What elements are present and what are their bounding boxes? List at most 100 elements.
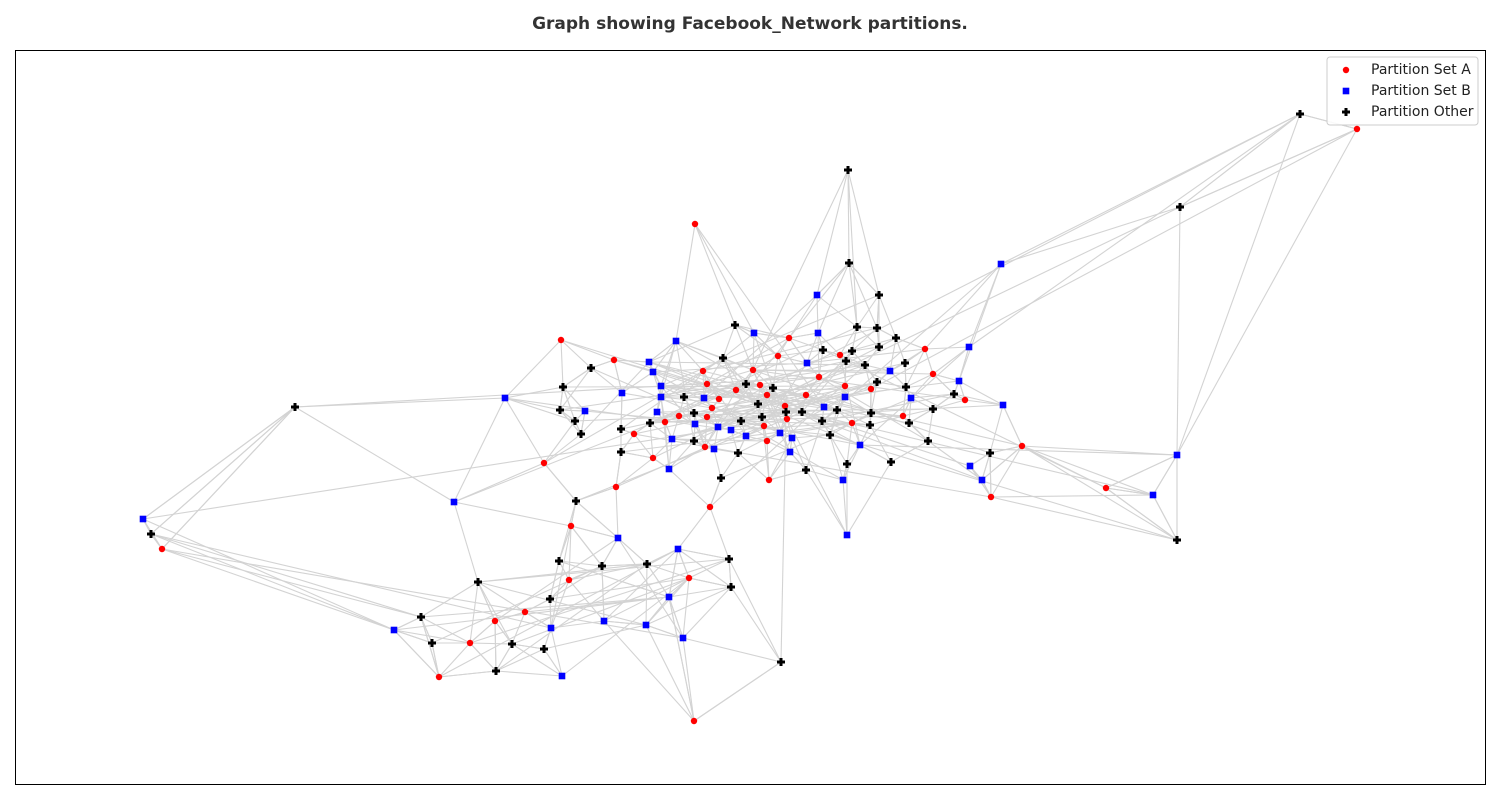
node-partition-set-a: [1102, 484, 1110, 492]
node-partition-other: [428, 639, 436, 647]
node-partition-other: [734, 449, 742, 457]
graph-edge: [786, 418, 848, 536]
node-partition-set-a: [703, 413, 711, 421]
node-partition-other: [742, 380, 750, 388]
graph-edge: [768, 437, 793, 481]
graph-edge: [821, 409, 838, 422]
graph-edge: [720, 452, 739, 479]
graph-edge: [932, 373, 955, 395]
node-partition-set-b: [803, 359, 811, 367]
graph-edge: [469, 620, 496, 644]
node-partition-set-a: [763, 437, 771, 445]
node-partition-set-b: [653, 408, 661, 416]
node-partition-set-b: [642, 621, 650, 629]
graph-edge: [671, 415, 680, 440]
graph-edge: [910, 397, 934, 410]
graph-edge: [549, 560, 560, 600]
graph-edge: [453, 501, 479, 583]
graph-edge: [702, 327, 878, 372]
graph-edge: [817, 332, 820, 378]
graph-edge: [660, 385, 838, 411]
graph-edge: [645, 586, 732, 626]
node-partition-other: [902, 383, 910, 391]
node-partition-set-b: [672, 337, 680, 345]
node-partition-other: [727, 583, 735, 591]
node-partition-set-b: [786, 448, 794, 456]
node-partition-set-a: [760, 422, 768, 430]
graph-edge: [908, 397, 912, 424]
graph-edge: [788, 337, 824, 351]
node-partition-set-b: [665, 593, 673, 601]
graph-edge: [924, 263, 1002, 350]
graph-edge: [142, 406, 296, 520]
graph-edge: [869, 415, 904, 426]
graph-edge: [494, 620, 497, 672]
graph-edge: [648, 340, 677, 363]
graph-edge: [550, 579, 570, 629]
node-partition-other: [572, 497, 580, 505]
graph-edge: [953, 393, 1004, 406]
node-partition-other: [867, 409, 875, 417]
graph-edge: [709, 506, 730, 560]
graph-edge: [902, 408, 934, 417]
node-partition-set-b: [997, 260, 1005, 268]
graph-edge: [688, 577, 732, 588]
graph-edge: [524, 611, 552, 629]
graph-edge: [753, 332, 790, 339]
node-partition-set-a: [661, 418, 669, 426]
graph-edge: [511, 611, 526, 645]
node-partition-other: [1173, 536, 1181, 544]
node-partition-set-a: [921, 345, 929, 353]
graph-edge: [713, 448, 722, 479]
graph-edge: [558, 560, 603, 567]
graph-edge: [791, 437, 807, 471]
edge-layer: [142, 113, 1358, 722]
graph-edge: [682, 637, 695, 722]
node-partition-set-a: [783, 415, 791, 423]
graph-edge: [876, 381, 907, 388]
graph-edge: [694, 223, 736, 326]
node-partition-set-a: [841, 382, 849, 390]
node-partition-other: [717, 474, 725, 482]
node-partition-other: [474, 578, 482, 586]
graph-edge: [958, 346, 970, 382]
graph-edge: [570, 525, 619, 539]
graph-edge: [752, 355, 779, 371]
node-partition-set-b: [691, 420, 699, 428]
graph-edge: [161, 548, 422, 618]
node-partition-set-b: [668, 435, 676, 443]
graph-edge: [816, 294, 819, 334]
node-partition-set-a: [715, 395, 723, 403]
graph-edge: [393, 629, 433, 644]
graph-edge: [806, 348, 926, 364]
node-partition-other: [719, 354, 727, 362]
graph-edge: [495, 643, 513, 672]
node-layer: [139, 110, 1361, 725]
node-partition-set-a: [899, 412, 907, 420]
graph-edge: [905, 348, 926, 388]
graph-edge: [550, 620, 605, 629]
graph-edge: [734, 324, 779, 357]
node-partition-other: [598, 562, 606, 570]
graph-edge: [142, 518, 395, 631]
graph-edge: [438, 642, 471, 678]
graph-edge: [709, 477, 722, 508]
graph-edge: [844, 386, 907, 398]
graph-edge: [550, 627, 563, 677]
node-partition-set-b: [843, 531, 851, 539]
graph-edge: [932, 399, 966, 410]
node-partition-set-a: [521, 608, 529, 616]
graph-edge: [682, 586, 732, 639]
node-partition-set-b: [450, 498, 458, 506]
graph-edge: [613, 359, 623, 394]
node-partition-set-b: [742, 432, 750, 440]
node-partition-set-b: [1173, 451, 1181, 459]
graph-edge: [393, 629, 471, 644]
graph-edge: [568, 579, 605, 622]
graph-edge: [1179, 128, 1358, 208]
graph-edge: [869, 424, 892, 463]
graph-edge: [904, 348, 926, 364]
graph-edge: [504, 397, 561, 411]
graph-edge: [477, 581, 647, 626]
graph-edge: [294, 406, 455, 503]
